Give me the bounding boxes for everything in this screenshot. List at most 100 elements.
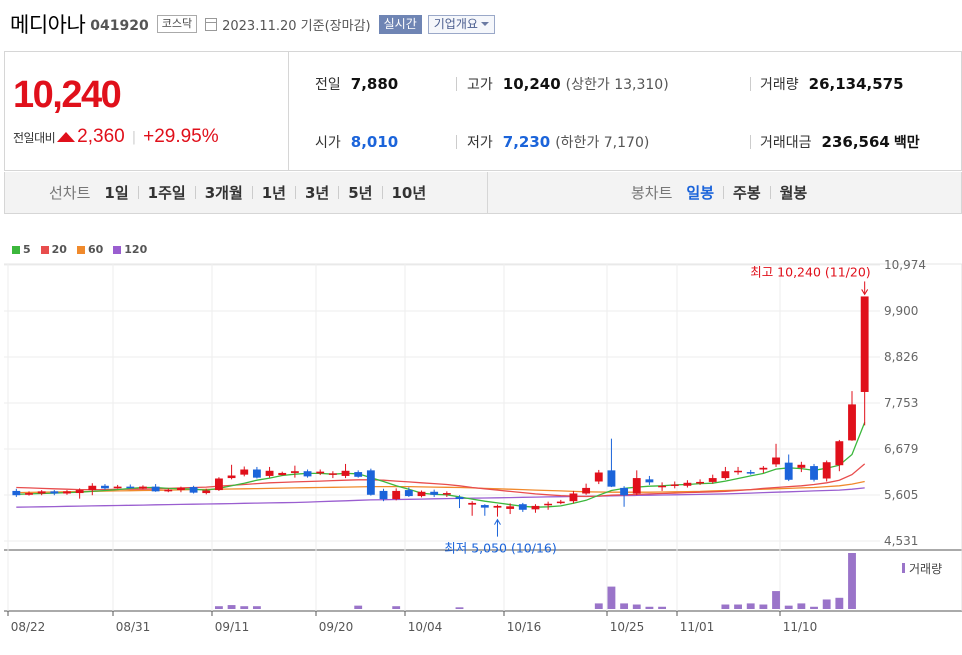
volume-bar xyxy=(354,605,363,609)
volume-bar xyxy=(658,606,667,609)
realtime-button[interactable]: 실시간 xyxy=(378,14,422,34)
amount-label: 거래대금 xyxy=(760,135,812,151)
candle-body xyxy=(455,496,464,500)
y-tick-label: 8,826 xyxy=(884,350,918,364)
candle-body xyxy=(75,490,84,494)
open-label: 시가 xyxy=(315,135,341,151)
candle-body xyxy=(822,462,831,479)
volume-bar xyxy=(620,603,629,609)
period-10y[interactable]: 10년 xyxy=(391,184,427,202)
candle xyxy=(303,469,312,478)
current-price: 10,240 xyxy=(13,74,122,116)
candle xyxy=(442,491,451,497)
volume-label: 거래량 xyxy=(909,562,942,576)
prev-close: 전일 7,880 xyxy=(315,74,398,94)
candle-body xyxy=(696,481,704,484)
x-tick-label: 08/22 xyxy=(11,620,46,634)
candle xyxy=(430,489,439,497)
period-1y[interactable]: 1년 xyxy=(261,184,286,202)
candle-body xyxy=(37,491,46,494)
candle-body xyxy=(645,479,654,483)
period-weekly[interactable]: 주봉 xyxy=(733,184,761,202)
high-annotation: 최고 10,240 (11/20) xyxy=(750,264,870,279)
ma-legend: 5 20 60 120 xyxy=(12,243,147,256)
amount-unit: 백만 xyxy=(893,135,920,151)
volume-bar xyxy=(252,606,261,609)
candle-body xyxy=(252,469,261,478)
legend-swatch xyxy=(76,245,85,254)
candle-body xyxy=(265,470,274,476)
candle xyxy=(63,490,71,495)
period-1d[interactable]: 1일 xyxy=(104,184,129,202)
volume-bar xyxy=(594,603,603,609)
period-separator xyxy=(194,186,196,199)
period-3y[interactable]: 3년 xyxy=(305,184,330,202)
candle xyxy=(316,469,325,476)
candle-body xyxy=(607,470,616,487)
x-tick-label: 11/10 xyxy=(783,620,818,634)
candle-body xyxy=(177,487,185,491)
volume-bar xyxy=(797,603,806,609)
y-tick-label: 9,900 xyxy=(884,304,918,318)
period-1w[interactable]: 1주일 xyxy=(147,184,186,202)
period-bar-divider xyxy=(487,172,488,213)
change-row: 전일대비 2,360 | +29.95% xyxy=(13,126,219,148)
candle xyxy=(12,488,21,497)
period-separator xyxy=(723,186,725,199)
candle-body xyxy=(721,471,730,479)
candle xyxy=(214,477,223,491)
period-3m[interactable]: 3개월 xyxy=(204,184,243,202)
candle xyxy=(594,469,603,485)
x-tick-label: 09/20 xyxy=(319,620,354,634)
candle xyxy=(607,438,616,488)
low-label: 저가 xyxy=(467,135,493,151)
stat-separator xyxy=(750,77,751,91)
candle xyxy=(404,487,413,497)
company-info-dropdown[interactable]: 기업개요 xyxy=(427,14,495,34)
volume-bar xyxy=(810,606,818,609)
candle xyxy=(696,479,704,485)
change-percent: +29.95% xyxy=(143,126,219,147)
candle xyxy=(341,463,350,479)
candle-body xyxy=(430,491,439,495)
candle-chart-periods: 봉차트 일봉 주봉 월봉 xyxy=(631,172,807,213)
prev-close-label: 전일 xyxy=(315,77,341,93)
candle xyxy=(37,490,46,496)
ma5-line xyxy=(16,422,866,508)
candle-body xyxy=(240,469,249,475)
x-tick-label: 11/01 xyxy=(680,620,715,634)
candle-body xyxy=(392,490,401,500)
base-date: 2023.11.20 기준(장마감) xyxy=(222,18,371,34)
candle-body xyxy=(88,485,97,491)
candle xyxy=(556,499,565,505)
candle-body xyxy=(658,485,667,488)
candle-body xyxy=(126,486,135,489)
candle xyxy=(151,484,160,492)
candle xyxy=(278,471,287,476)
candle xyxy=(772,443,780,467)
candle-body xyxy=(594,472,603,482)
candle xyxy=(113,484,122,489)
legend-ma5: 5 xyxy=(12,243,31,256)
line-chart-label: 선차트 xyxy=(49,184,91,202)
candle xyxy=(139,485,147,490)
period-monthly[interactable]: 월봉 xyxy=(779,184,808,202)
candle xyxy=(468,501,477,516)
period-daily[interactable]: 일봉 xyxy=(686,184,715,202)
candle-body xyxy=(480,505,489,508)
candle xyxy=(366,468,375,496)
candle xyxy=(708,474,717,484)
candle-body xyxy=(214,478,223,491)
line-chart-periods: 선차트 1일 1주일 3개월 1년 3년 5년 10년 xyxy=(49,172,426,213)
period-5y[interactable]: 5년 xyxy=(348,184,373,202)
candle-body xyxy=(202,490,211,494)
low-arrow-head xyxy=(494,518,501,525)
candle-body xyxy=(493,505,502,508)
high-arrow-head xyxy=(861,289,869,296)
candle-body xyxy=(620,487,629,496)
candle-body xyxy=(708,478,717,482)
y-tick-label: 10,974 xyxy=(884,258,926,272)
volume-bar xyxy=(632,604,641,609)
candle-body xyxy=(531,505,540,510)
